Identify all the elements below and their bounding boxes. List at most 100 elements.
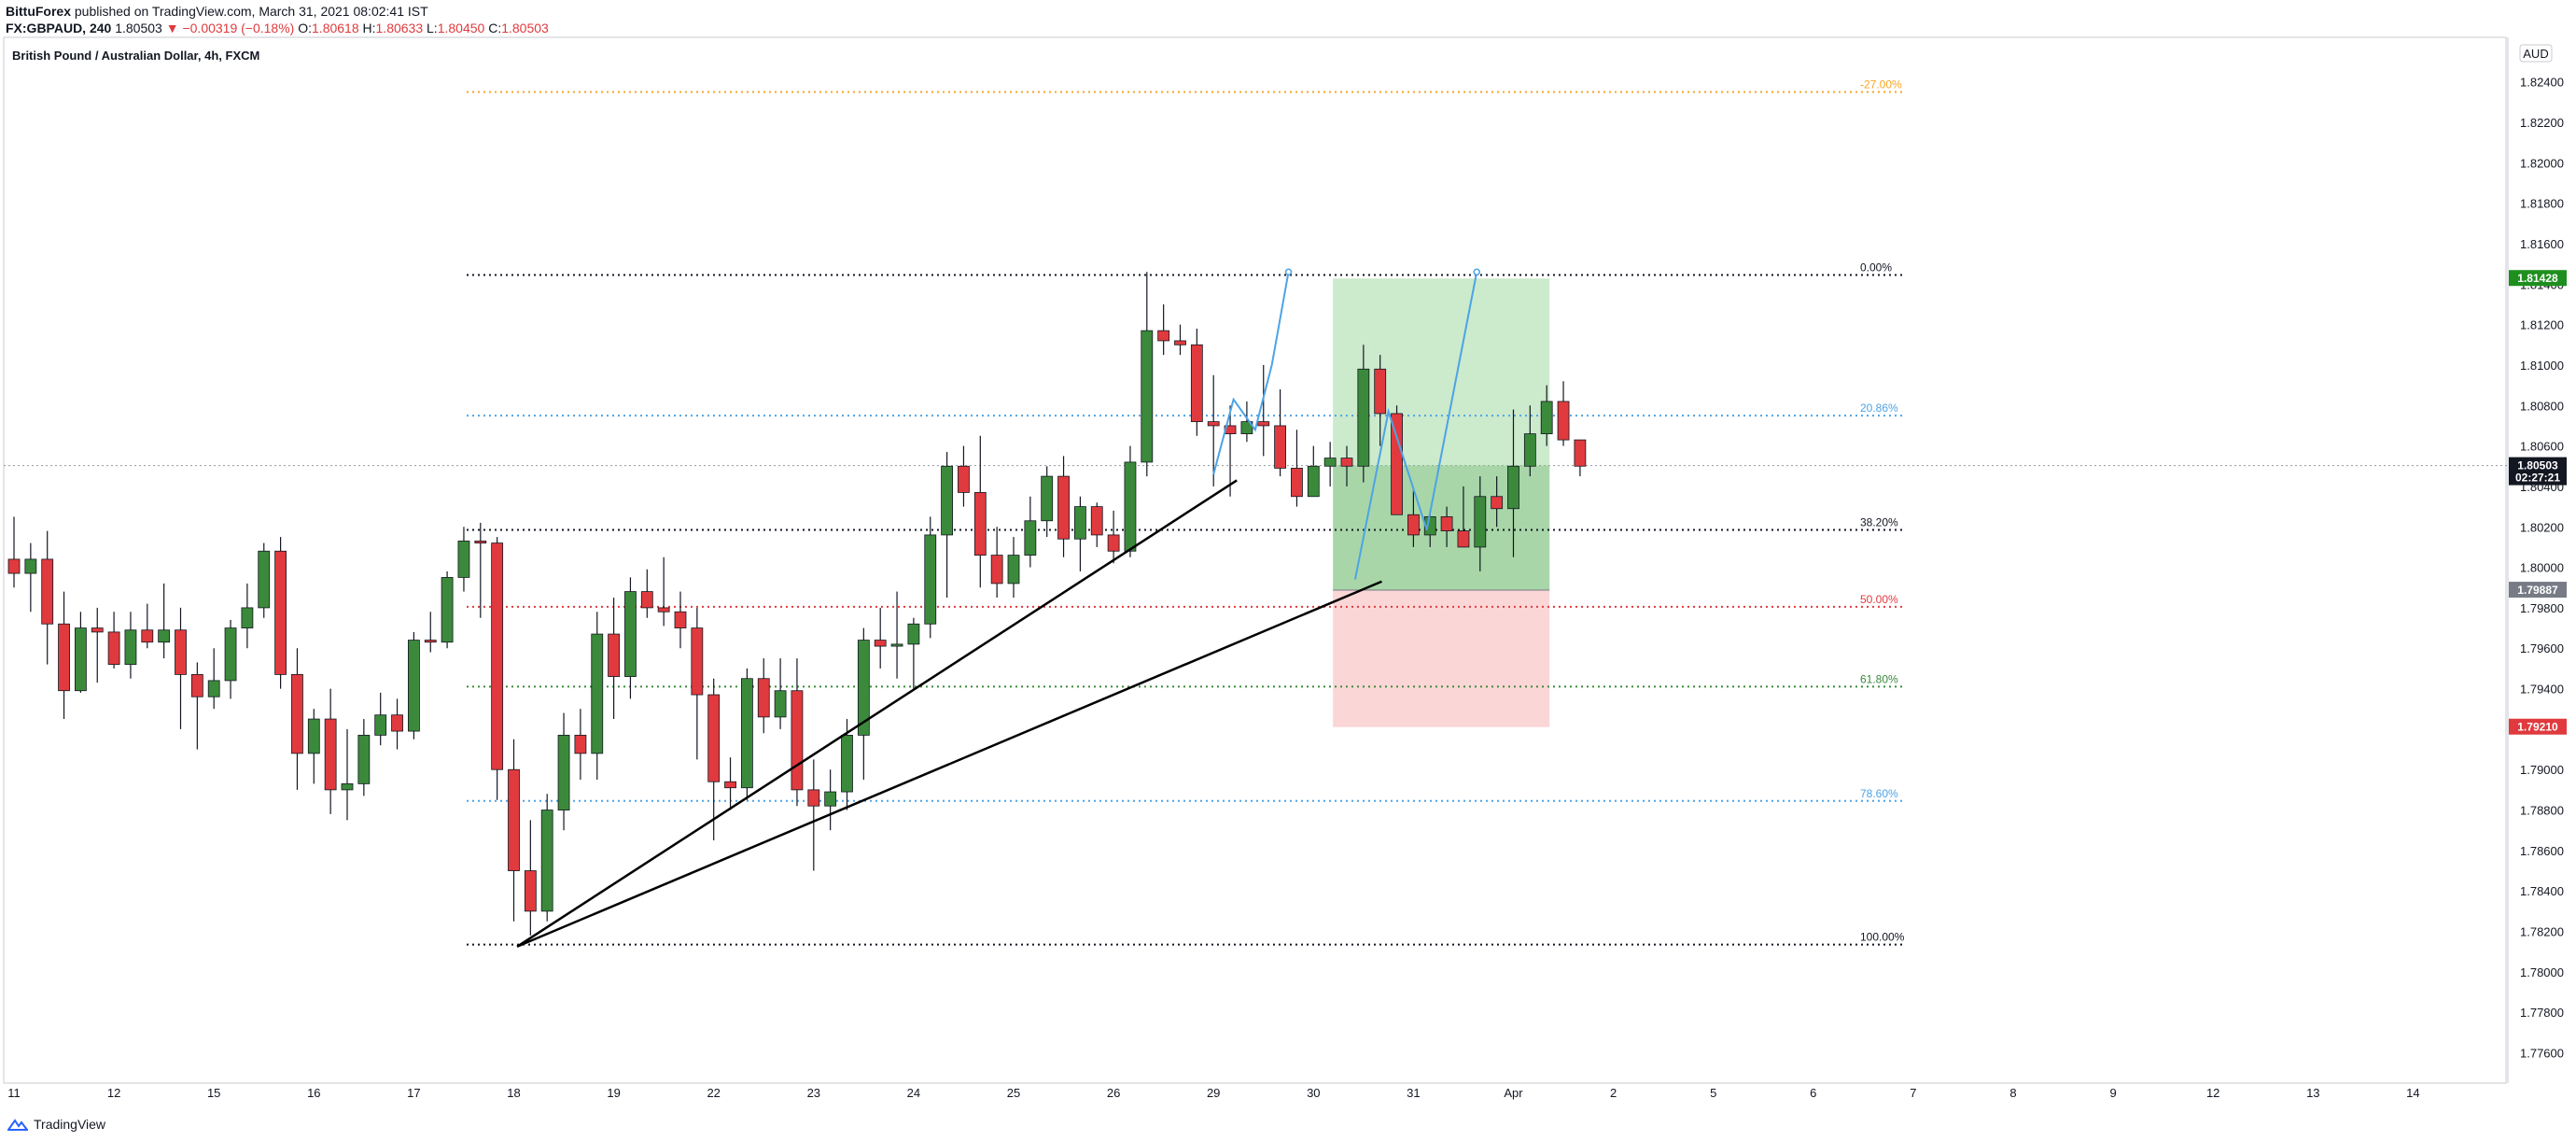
path-end-marker (1284, 268, 1293, 276)
close-label: C: (488, 21, 502, 35)
candle-body (973, 492, 987, 556)
candle-body (75, 627, 87, 692)
candle-body (1374, 368, 1387, 415)
fib-level-label: 78.60% (1860, 787, 1898, 800)
candle-body (1491, 496, 1504, 510)
candle-body (158, 629, 171, 643)
y-tick-label: 1.78200 (2520, 925, 2564, 939)
candle-body (1523, 433, 1536, 467)
candle-body (1407, 514, 1420, 536)
x-tick-label: 22 (707, 1086, 720, 1100)
x-tick-label: 25 (1007, 1086, 1020, 1100)
candle-body (1057, 475, 1070, 540)
x-tick-label: 7 (1910, 1086, 1916, 1100)
author-name[interactable]: BittuForex (6, 4, 71, 19)
candle-body (441, 577, 454, 643)
candle-body (307, 718, 320, 754)
candle-body (274, 550, 287, 675)
x-tick-label: 18 (507, 1086, 520, 1100)
candle-body (591, 633, 604, 754)
candle-body (624, 591, 637, 677)
fib-level-label: -27.00% (1860, 77, 1902, 91)
candle-body (474, 541, 487, 543)
fib-level-label: 0.00% (1860, 261, 1892, 275)
x-tick-label: 11 (7, 1086, 21, 1100)
candle-body (557, 734, 570, 810)
low-label: L: (427, 21, 438, 35)
candle-body (1041, 475, 1054, 522)
x-tick-label: 8 (2009, 1086, 2016, 1100)
candle-body (341, 782, 354, 791)
candle-body (141, 629, 154, 643)
candle-body (1174, 340, 1186, 345)
candle-body (724, 781, 736, 789)
x-tick-label: 24 (907, 1086, 920, 1100)
y-tick-label: 1.78400 (2520, 884, 2564, 898)
candle-body (508, 768, 520, 871)
price-tag (2509, 582, 2567, 599)
countdown-label: 02:27:21 (2515, 472, 2560, 485)
x-tick-label: 6 (1810, 1086, 1816, 1100)
y-tick-label: 1.81000 (2520, 359, 2564, 373)
trend-line (516, 580, 1382, 948)
fib-level-label: 38.20% (1860, 516, 1898, 529)
candle-body (524, 870, 537, 912)
x-tick-label: 13 (2306, 1086, 2319, 1100)
trend-line (516, 479, 1238, 948)
candle-body (1357, 368, 1370, 467)
y-tick-label: 1.81600 (2520, 237, 2564, 251)
fib-level-label: 20.86% (1860, 401, 1898, 415)
candle-body (1207, 421, 1220, 427)
candle-body (907, 623, 920, 645)
candle-body (1024, 520, 1037, 556)
candle-body (324, 718, 337, 791)
publisher-line: BittuForex published on TradingView.com,… (6, 4, 428, 19)
tradingview-logo-icon (7, 1119, 28, 1131)
x-tick-label: 19 (607, 1086, 620, 1100)
candle-body (41, 558, 54, 625)
candle-body (241, 607, 254, 628)
candle-body (1557, 401, 1570, 441)
candle-body (574, 734, 587, 754)
candle-body (990, 555, 1003, 585)
x-tick-label: 15 (207, 1086, 220, 1100)
y-tick-label: 1.81200 (2520, 318, 2564, 332)
risk-zone (1333, 590, 1550, 727)
candle-body (707, 694, 721, 782)
candle-body (391, 714, 403, 732)
candle-body (1074, 506, 1086, 540)
published-text: published on TradingView.com, March 31, … (74, 4, 428, 19)
candle-body (1124, 461, 1137, 552)
price-tag-label: 1.79887 (2517, 584, 2558, 597)
open-value: 1.80618 (312, 21, 359, 35)
price-tag-label: 1.79210 (2517, 721, 2558, 734)
candle-body (1391, 413, 1403, 515)
y-tick-label: 1.80800 (2520, 399, 2564, 413)
x-tick-label: 30 (1307, 1086, 1320, 1100)
candle-body (7, 558, 21, 574)
x-tick-label: 16 (307, 1086, 320, 1100)
candle-body (1540, 401, 1553, 435)
candle-body (291, 673, 303, 754)
candle-body (874, 640, 887, 647)
symbol-label: FX:GBPAUD, 240 (6, 21, 112, 35)
x-tick-label: 29 (1207, 1086, 1220, 1100)
candle-body (958, 465, 970, 493)
candle-body (258, 550, 271, 609)
x-tick-label: Apr (1504, 1086, 1523, 1100)
candle-body (357, 734, 371, 784)
candle-body (175, 629, 187, 675)
candle-body (1274, 425, 1286, 469)
symbol-line: FX:GBPAUD, 240 1.80503 ▼ −0.00319 (−0.18… (6, 21, 549, 35)
candle-body (1507, 465, 1519, 510)
tradingview-logo[interactable]: TradingView (7, 1117, 105, 1132)
candle-body (674, 611, 687, 628)
candle-body (1257, 421, 1270, 427)
fib-level-label: 50.00% (1860, 593, 1898, 606)
candle-body (1007, 555, 1020, 585)
y-tick-label: 1.79000 (2520, 763, 2564, 777)
x-tick-label: 2 (1610, 1086, 1617, 1100)
candle-body (1107, 534, 1120, 552)
y-tick-label: 1.80200 (2520, 520, 2564, 534)
